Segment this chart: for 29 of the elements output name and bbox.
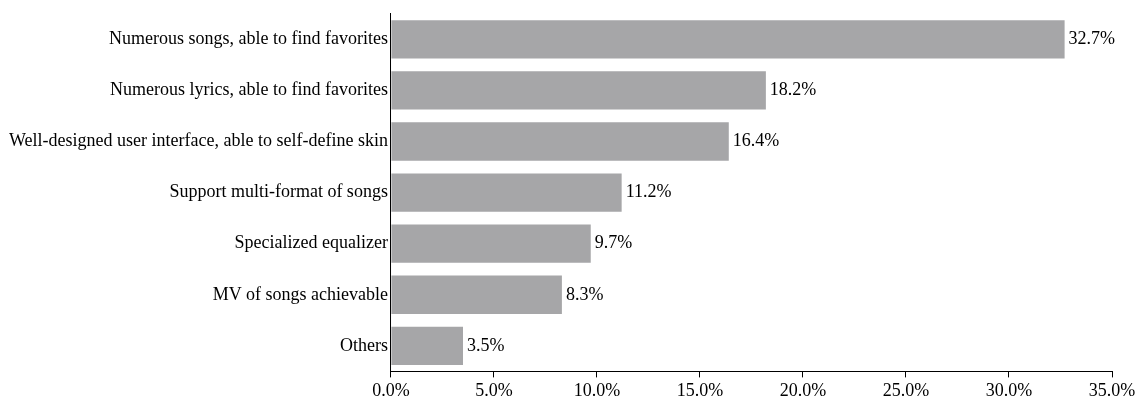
x-tick-label: 35.0% bbox=[1088, 379, 1136, 400]
data-label: 11.2% bbox=[625, 181, 672, 202]
x-tick-label: 25.0% bbox=[882, 379, 930, 400]
x-tick-label: 0.0% bbox=[372, 379, 410, 400]
y-tick-label: MV of songs achievable bbox=[212, 283, 388, 304]
x-tick-label: 30.0% bbox=[985, 379, 1033, 400]
y-tick-label: Well-designed user interface, able to self-define skin bbox=[8, 130, 388, 151]
bar bbox=[391, 275, 562, 314]
y-tick-label: Others bbox=[339, 334, 388, 355]
y-tick-label: Numerous songs, able to find favorites bbox=[108, 28, 388, 49]
bar bbox=[391, 224, 591, 263]
bar bbox=[391, 326, 464, 366]
data-label: 18.2% bbox=[769, 79, 817, 100]
x-tick-label: 10.0% bbox=[573, 379, 621, 400]
bar bbox=[391, 20, 1065, 59]
bar bbox=[391, 173, 622, 212]
data-label: 16.4% bbox=[732, 130, 780, 151]
x-tick-label: 5.0% bbox=[475, 379, 513, 400]
x-tick-label: 20.0% bbox=[779, 379, 827, 400]
data-label: 9.7% bbox=[594, 232, 633, 253]
bar bbox=[391, 122, 729, 161]
x-tick-label: 15.0% bbox=[676, 379, 724, 400]
y-tick-label: Specialized equalizer bbox=[234, 232, 388, 253]
data-label: 3.5% bbox=[467, 334, 505, 355]
bar bbox=[391, 71, 766, 110]
y-tick-label: Numerous lyrics, able to find favorites bbox=[109, 79, 388, 100]
data-label: 8.3% bbox=[565, 283, 604, 304]
y-tick-label: Support multi-format of songs bbox=[169, 181, 388, 202]
data-label: 32.7% bbox=[1068, 28, 1116, 49]
